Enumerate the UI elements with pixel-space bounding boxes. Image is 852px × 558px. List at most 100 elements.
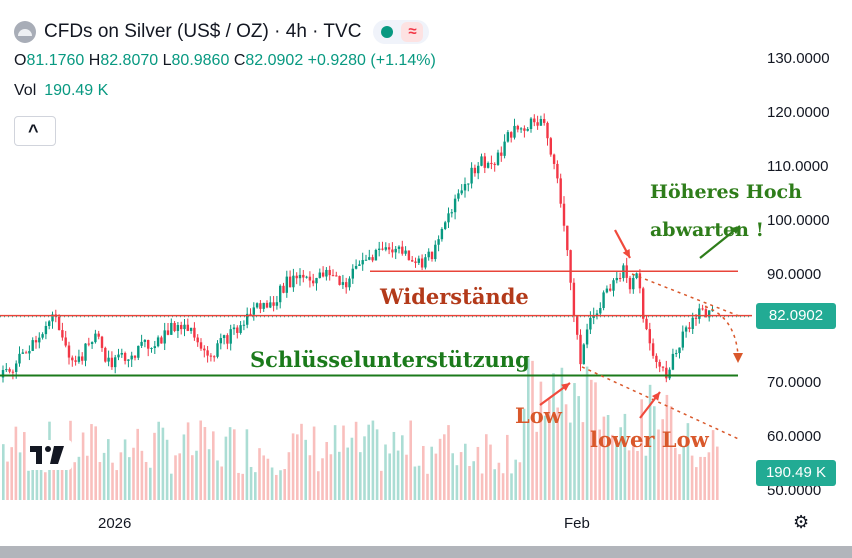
price-axis-bg bbox=[752, 0, 852, 546]
candle-body bbox=[15, 363, 18, 372]
volume-bar bbox=[111, 462, 114, 500]
volume-bar bbox=[422, 445, 425, 500]
candle-body bbox=[635, 273, 638, 278]
volume-bar bbox=[640, 399, 643, 500]
candle-body bbox=[549, 138, 552, 155]
candle-body bbox=[166, 330, 170, 335]
price-tick-label: 60.0000 bbox=[767, 428, 821, 445]
candle-body bbox=[328, 269, 331, 276]
volume-bar bbox=[695, 467, 698, 500]
volume-bar bbox=[216, 460, 219, 500]
collapse-legend-button[interactable]: ^ bbox=[14, 116, 56, 146]
candle-body bbox=[381, 248, 384, 250]
volume-bar bbox=[270, 467, 274, 500]
candle-body bbox=[453, 198, 457, 213]
volume-bar bbox=[577, 396, 580, 500]
bottom-scrollbar[interactable] bbox=[0, 546, 852, 558]
candle-body bbox=[523, 128, 526, 131]
candle-body bbox=[41, 334, 44, 338]
volume-bar bbox=[606, 415, 610, 500]
candle-body bbox=[612, 280, 615, 291]
candle-body bbox=[117, 354, 120, 358]
volume-bar bbox=[573, 383, 576, 500]
candle-body bbox=[414, 261, 417, 263]
volume-bar bbox=[149, 467, 152, 500]
volume-value: 190.49 K bbox=[44, 82, 109, 99]
candle-body bbox=[655, 355, 658, 362]
volume-bar bbox=[10, 447, 13, 500]
volume-legend: Vol 190.49 K bbox=[14, 82, 108, 100]
volume-bar bbox=[623, 413, 627, 500]
candle-body bbox=[34, 340, 38, 343]
candle-body bbox=[585, 329, 589, 345]
candle-body bbox=[193, 327, 196, 338]
volume-bar bbox=[581, 422, 585, 500]
candle-body bbox=[463, 184, 467, 191]
candle-body bbox=[642, 288, 645, 319]
candle-body bbox=[543, 119, 546, 123]
volume-bar bbox=[119, 452, 123, 500]
high-value: 82.8070 bbox=[100, 52, 159, 69]
candle-body bbox=[681, 331, 684, 348]
candle-body bbox=[44, 325, 48, 335]
annotation-lower-low: lower Low bbox=[590, 427, 710, 452]
candle-body bbox=[651, 343, 655, 356]
volume-bar bbox=[165, 439, 169, 500]
volume-bar bbox=[556, 407, 559, 500]
candle-body bbox=[325, 269, 328, 277]
candle-body bbox=[312, 280, 315, 284]
settings-icon[interactable]: ⚙ bbox=[793, 512, 810, 532]
candle-body bbox=[265, 302, 269, 308]
annotation-low: Low bbox=[515, 403, 563, 428]
volume-bar bbox=[27, 470, 30, 500]
candle-body bbox=[302, 274, 305, 278]
candle-body bbox=[203, 348, 206, 351]
candle-body bbox=[516, 125, 519, 130]
candle-body bbox=[411, 260, 414, 262]
candle-body bbox=[24, 352, 28, 354]
candle-body bbox=[602, 292, 605, 309]
candle-body bbox=[308, 276, 312, 281]
candle-body bbox=[576, 315, 579, 335]
candle-body bbox=[48, 321, 51, 326]
tradingview-logo-icon[interactable] bbox=[26, 440, 72, 470]
symbol-header[interactable]: CFDs on Silver (US$ / OZ) · 4h · TVC ≈ bbox=[14, 20, 430, 44]
candle-body bbox=[279, 285, 282, 303]
volume-bar bbox=[661, 419, 664, 500]
volume-bar bbox=[527, 358, 530, 500]
candle-body bbox=[229, 329, 232, 344]
volume-bar bbox=[304, 439, 307, 500]
price-tick-label: 70.0000 bbox=[767, 374, 821, 391]
candle-body bbox=[371, 257, 374, 261]
volume-bar bbox=[472, 461, 475, 500]
candle-body bbox=[153, 346, 156, 349]
volume-bar bbox=[636, 450, 639, 500]
candle-body bbox=[183, 324, 186, 330]
candle-body bbox=[51, 314, 54, 322]
candle-body bbox=[572, 282, 576, 316]
volume-bar bbox=[241, 473, 244, 500]
candle-body bbox=[668, 369, 671, 379]
volume-bar bbox=[39, 448, 43, 500]
candle-body bbox=[638, 273, 642, 289]
candle-body bbox=[338, 276, 341, 285]
candle-body bbox=[559, 178, 562, 204]
volume-bar bbox=[157, 421, 160, 500]
volume-bar bbox=[447, 425, 450, 500]
annotation-schluesselunterstuetzung: Schlüsselunterstützung bbox=[250, 347, 530, 372]
candle-body bbox=[566, 225, 569, 251]
volume-bar bbox=[354, 421, 358, 500]
status-pill[interactable]: ≈ bbox=[373, 20, 430, 44]
high-arrow-head bbox=[622, 249, 630, 258]
candle-body bbox=[150, 348, 153, 350]
candle-body bbox=[503, 141, 506, 156]
candle-body bbox=[100, 336, 104, 348]
candle-body bbox=[556, 163, 559, 179]
volume-bar bbox=[699, 456, 702, 500]
candle-body bbox=[285, 276, 288, 293]
candle-body bbox=[361, 260, 364, 265]
volume-bar bbox=[102, 452, 106, 500]
volume-bar bbox=[228, 427, 232, 500]
candle-body bbox=[483, 156, 486, 168]
